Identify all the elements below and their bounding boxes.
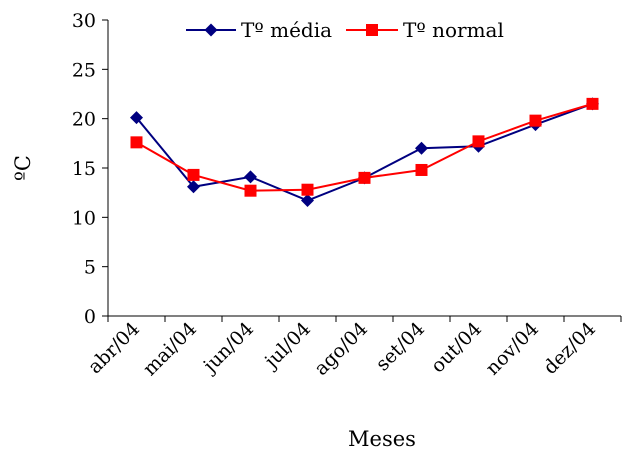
legend-marker bbox=[204, 23, 218, 37]
y-tick-label: 0 bbox=[84, 306, 96, 328]
legend-label-media: Tº média bbox=[241, 18, 332, 42]
y-axis-ticks: 0 5 10 15 20 25 30 bbox=[72, 10, 108, 328]
y-tick-label: 10 bbox=[72, 207, 96, 229]
legend-label-normal: Tº normal bbox=[403, 18, 504, 42]
x-tick-label: dez/04 bbox=[539, 318, 600, 379]
series-media bbox=[130, 97, 599, 208]
y-tick-label: 20 bbox=[72, 109, 96, 131]
series-normal bbox=[130, 97, 599, 197]
data-point bbox=[244, 170, 257, 184]
y-axis-title: ºC bbox=[11, 155, 35, 181]
x-tick-label: nov/04 bbox=[482, 318, 544, 380]
y-tick-label: 30 bbox=[72, 10, 96, 32]
x-tick-label: mai/04 bbox=[139, 318, 201, 380]
data-point bbox=[529, 114, 542, 127]
data-point bbox=[358, 171, 371, 184]
legend: Tº média Tº normal bbox=[186, 18, 504, 42]
legend-item-media bbox=[186, 23, 236, 37]
x-tick-label: set/04 bbox=[372, 318, 429, 375]
data-point bbox=[130, 111, 143, 125]
data-point bbox=[130, 136, 143, 149]
data-point bbox=[187, 168, 200, 181]
x-tick-label: out/04 bbox=[427, 318, 486, 377]
y-tick-label: 15 bbox=[72, 158, 96, 180]
data-point bbox=[415, 163, 428, 176]
legend-item-normal bbox=[346, 24, 398, 36]
data-point bbox=[301, 194, 314, 208]
data-point bbox=[415, 141, 428, 155]
legend-marker bbox=[366, 24, 378, 36]
y-tick-label: 25 bbox=[72, 59, 96, 81]
data-point bbox=[187, 180, 200, 194]
x-tick-label: jul/04 bbox=[259, 318, 315, 374]
data-point bbox=[244, 184, 257, 197]
axes bbox=[107, 20, 621, 317]
data-point bbox=[301, 183, 314, 196]
data-point bbox=[472, 135, 485, 148]
y-tick-label: 5 bbox=[84, 257, 96, 279]
x-tick-label: jun/04 bbox=[198, 318, 258, 378]
data-point bbox=[586, 97, 599, 110]
x-axis-title: Meses bbox=[348, 427, 416, 451]
x-tick-label: ago/04 bbox=[310, 318, 372, 380]
series-layer bbox=[130, 97, 599, 208]
series-line bbox=[135, 102, 593, 202]
